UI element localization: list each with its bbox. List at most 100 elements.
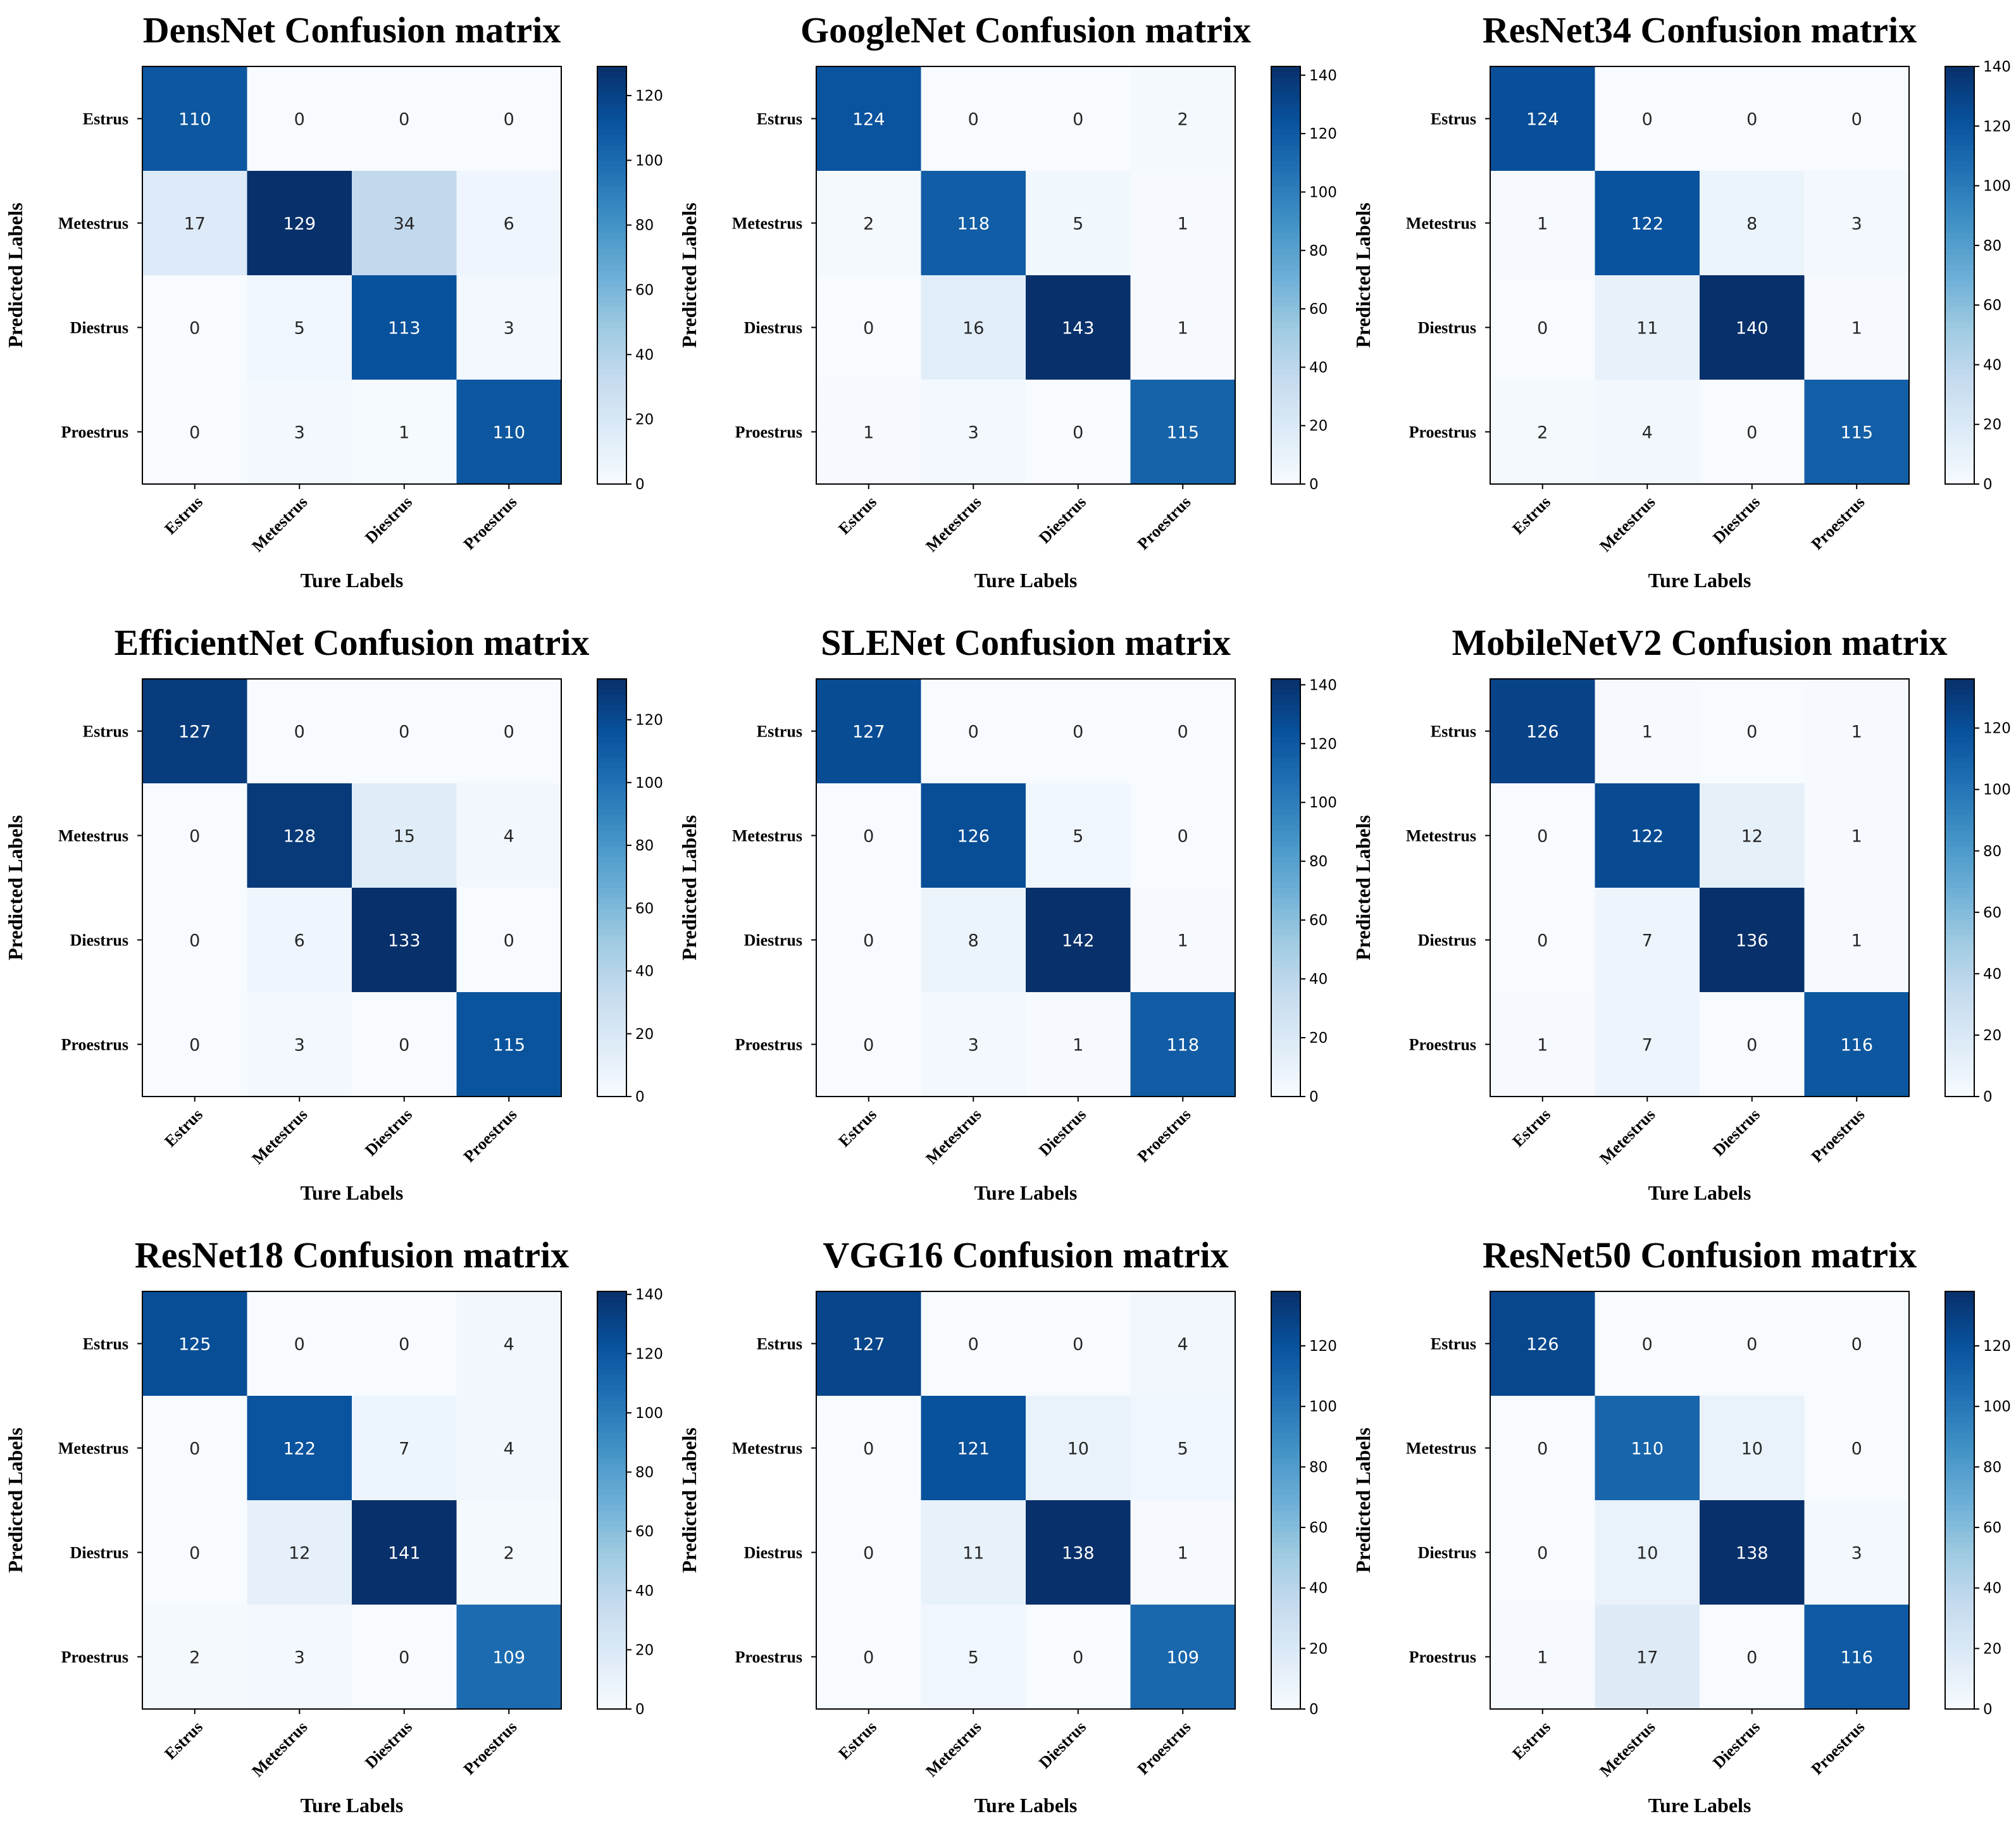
colorbar-segment — [597, 1002, 626, 1009]
colorbar-segment — [1945, 819, 1974, 826]
x-axis-label: Ture Labels — [301, 569, 404, 592]
colorbar-segment — [597, 1552, 626, 1558]
y-tick-label: Estrus — [757, 110, 802, 128]
heatmap-cell — [1804, 275, 1910, 380]
colorbar-segment — [1271, 1552, 1300, 1558]
colorbar-segment — [597, 1039, 626, 1045]
x-axis-label: Ture Labels — [974, 1794, 1078, 1817]
colorbar-segment — [597, 1693, 626, 1700]
colorbar-tick-label: 40 — [1309, 971, 1328, 988]
colorbar-segment — [597, 1438, 626, 1443]
colorbar-segment — [597, 971, 626, 977]
colorbar-segment — [1271, 1013, 1300, 1019]
colorbar-segment — [1945, 1296, 1974, 1303]
colorbar-tick-label: 60 — [635, 900, 654, 917]
heatmap-cell — [142, 992, 247, 1097]
colorbar-segment — [1945, 945, 1974, 951]
colorbar-segment — [1271, 108, 1300, 114]
colorbar-segment — [1945, 799, 1974, 805]
plot-frame — [816, 66, 1236, 485]
colorbar-segment — [1945, 264, 1974, 271]
cell-value-label: 0 — [1073, 1648, 1083, 1668]
colorbar-segment — [1945, 1013, 1974, 1019]
colorbar-segment — [1271, 139, 1300, 146]
colorbar-segment — [1945, 1521, 1974, 1527]
colorbar-segment — [597, 914, 626, 920]
colorbar-segment — [1945, 1060, 1974, 1066]
colorbar-segment — [1945, 259, 1974, 266]
colorbar-segment — [597, 118, 626, 125]
colorbar-tick-label: 100 — [635, 1405, 663, 1422]
colorbar-segment — [1945, 468, 1974, 475]
colorbar-segment — [597, 1625, 626, 1631]
colorbar-segment — [597, 1302, 626, 1308]
colorbar-segment — [1271, 113, 1300, 120]
cell-value-label: 109 — [1166, 1648, 1199, 1668]
colorbar-segment — [1945, 1531, 1974, 1538]
colorbar-segment — [1271, 1547, 1300, 1553]
plot-frame — [1490, 1291, 1910, 1710]
colorbar-segment — [597, 473, 626, 480]
colorbar-segment — [1271, 411, 1300, 417]
colorbar-segment — [597, 960, 626, 967]
colorbar-segment — [597, 679, 626, 685]
heatmap-cell — [456, 888, 562, 993]
colorbar-segment — [1271, 1515, 1300, 1522]
x-tick-label: Proestrus — [1808, 493, 1869, 554]
colorbar-segment — [1945, 406, 1974, 412]
colorbar-segment — [597, 752, 626, 758]
colorbar-segment — [597, 197, 626, 203]
x-tick-label: Metestrus — [1596, 493, 1658, 556]
colorbar-segment — [1271, 1028, 1300, 1035]
colorbar-tick-label: 120 — [635, 1346, 663, 1362]
cell-value-label: 4 — [504, 827, 514, 847]
colorbar-segment — [597, 773, 626, 779]
colorbar-segment — [597, 1023, 626, 1029]
colorbar-tick-label: 0 — [635, 476, 645, 493]
heatmap-cell — [921, 1605, 1026, 1710]
colorbar-segment — [1271, 259, 1300, 266]
heatmap-cell — [1130, 380, 1236, 485]
colorbar-frame — [1271, 678, 1301, 1097]
cell-value-label: 2 — [504, 1544, 514, 1563]
colorbar-segment — [1945, 207, 1974, 213]
heatmap-cell — [247, 679, 352, 784]
colorbar-segment — [597, 181, 626, 187]
colorbar-segment — [597, 311, 626, 318]
colorbar-segment — [1945, 1552, 1974, 1558]
colorbar-segment — [1945, 1672, 1974, 1679]
colorbar-segment — [1271, 1411, 1300, 1417]
colorbar-segment — [1945, 1469, 1974, 1475]
colorbar-segment — [1271, 742, 1300, 747]
heatmap-cell — [142, 1500, 247, 1605]
colorbar-segment — [1945, 1515, 1974, 1522]
y-tick-label: Metestrus — [1406, 1439, 1476, 1458]
y-tick-label: Metestrus — [1406, 827, 1476, 845]
x-tick-label: Metestrus — [922, 1105, 985, 1168]
x-tick-label: Proestrus — [1134, 1105, 1195, 1166]
x-tick-label: Proestrus — [460, 1718, 521, 1779]
heatmap-cell — [1595, 679, 1700, 784]
colorbar-segment — [597, 935, 626, 941]
heatmap-cell — [247, 1291, 352, 1396]
colorbar-segment — [597, 1547, 626, 1553]
x-tick-label: Estrus — [1509, 1718, 1554, 1763]
colorbar-segment — [1271, 1432, 1300, 1438]
colorbar-segment — [1271, 270, 1300, 276]
colorbar-segment — [1945, 903, 1974, 909]
colorbar-segment — [1945, 192, 1974, 197]
colorbar-segment — [1945, 679, 1974, 685]
y-tick-label: Proestrus — [61, 1648, 128, 1667]
heatmap-cell — [352, 275, 457, 380]
colorbar-segment — [597, 395, 626, 401]
colorbar-segment — [1945, 71, 1974, 78]
cell-value-label: 0 — [1746, 110, 1757, 130]
y-tick-label: Proestrus — [1409, 1036, 1476, 1054]
colorbar-segment — [1271, 87, 1300, 93]
colorbar-tick-label: 100 — [1309, 795, 1337, 811]
heatmap-cell — [142, 380, 247, 485]
heatmap-cell — [142, 1605, 247, 1710]
cell-value-label: 0 — [1073, 723, 1083, 742]
cell-value-label: 8 — [1746, 214, 1757, 234]
colorbar-segment — [1945, 244, 1974, 250]
